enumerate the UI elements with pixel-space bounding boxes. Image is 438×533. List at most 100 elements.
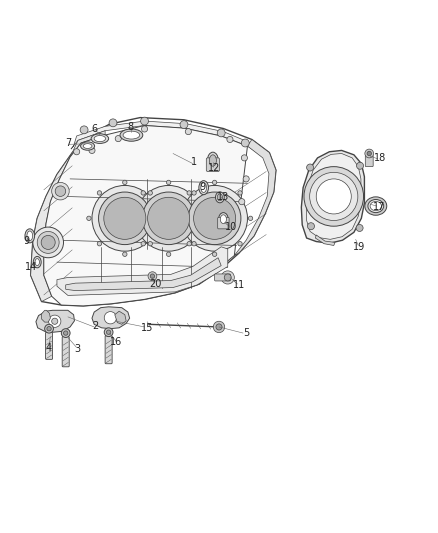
Circle shape bbox=[177, 216, 181, 221]
Circle shape bbox=[37, 231, 59, 253]
Text: 15: 15 bbox=[141, 323, 153, 333]
Circle shape bbox=[142, 192, 195, 245]
Circle shape bbox=[52, 318, 58, 324]
Circle shape bbox=[182, 185, 247, 251]
Circle shape bbox=[180, 120, 188, 128]
Circle shape bbox=[47, 327, 51, 331]
Circle shape bbox=[307, 223, 314, 230]
Polygon shape bbox=[42, 310, 50, 322]
Circle shape bbox=[248, 216, 253, 221]
Circle shape bbox=[89, 147, 95, 154]
Text: 7: 7 bbox=[65, 138, 71, 148]
Circle shape bbox=[356, 224, 363, 231]
Circle shape bbox=[136, 185, 201, 251]
Circle shape bbox=[185, 128, 191, 135]
Ellipse shape bbox=[209, 155, 216, 166]
Text: 5: 5 bbox=[243, 328, 249, 338]
Ellipse shape bbox=[217, 194, 223, 201]
Polygon shape bbox=[234, 140, 276, 255]
Text: 4: 4 bbox=[46, 343, 52, 352]
Circle shape bbox=[192, 191, 196, 195]
Circle shape bbox=[41, 236, 55, 249]
Circle shape bbox=[141, 117, 148, 125]
Circle shape bbox=[159, 216, 163, 221]
FancyBboxPatch shape bbox=[365, 155, 373, 167]
Ellipse shape bbox=[94, 135, 106, 142]
Ellipse shape bbox=[123, 131, 140, 139]
Circle shape bbox=[365, 149, 374, 158]
Circle shape bbox=[166, 252, 171, 256]
Ellipse shape bbox=[370, 201, 381, 211]
Text: 3: 3 bbox=[74, 344, 81, 354]
Text: 16: 16 bbox=[110, 337, 122, 347]
Ellipse shape bbox=[91, 134, 109, 143]
Text: 9: 9 bbox=[199, 182, 205, 192]
Circle shape bbox=[141, 241, 145, 246]
Circle shape bbox=[229, 222, 235, 228]
Circle shape bbox=[45, 324, 53, 333]
Circle shape bbox=[123, 180, 127, 184]
Text: 18: 18 bbox=[374, 153, 386, 163]
Ellipse shape bbox=[27, 231, 32, 241]
Circle shape bbox=[131, 216, 135, 221]
Polygon shape bbox=[315, 235, 335, 246]
Polygon shape bbox=[306, 154, 361, 239]
Circle shape bbox=[310, 172, 358, 221]
Circle shape bbox=[55, 186, 66, 197]
Text: 20: 20 bbox=[149, 279, 162, 289]
Circle shape bbox=[187, 191, 191, 195]
Ellipse shape bbox=[208, 152, 218, 169]
Circle shape bbox=[99, 192, 151, 245]
Circle shape bbox=[104, 312, 117, 324]
Circle shape bbox=[241, 139, 249, 147]
Text: 19: 19 bbox=[353, 242, 365, 252]
Circle shape bbox=[106, 330, 111, 334]
Text: 9: 9 bbox=[23, 236, 29, 246]
Circle shape bbox=[166, 180, 171, 184]
Circle shape bbox=[212, 252, 217, 256]
Circle shape bbox=[238, 241, 242, 246]
Text: 14: 14 bbox=[25, 262, 38, 272]
Ellipse shape bbox=[33, 256, 41, 268]
Circle shape bbox=[224, 274, 231, 281]
Text: 10: 10 bbox=[225, 222, 237, 232]
FancyBboxPatch shape bbox=[206, 158, 219, 172]
Polygon shape bbox=[71, 121, 267, 158]
Polygon shape bbox=[115, 311, 126, 324]
Ellipse shape bbox=[83, 143, 92, 149]
Circle shape bbox=[141, 126, 148, 132]
Ellipse shape bbox=[368, 199, 384, 213]
Polygon shape bbox=[31, 118, 276, 306]
Circle shape bbox=[148, 191, 152, 195]
Circle shape bbox=[221, 271, 234, 284]
Ellipse shape bbox=[120, 129, 143, 141]
Circle shape bbox=[307, 164, 314, 171]
Circle shape bbox=[87, 216, 91, 221]
Circle shape bbox=[367, 151, 371, 156]
FancyBboxPatch shape bbox=[46, 332, 53, 359]
Circle shape bbox=[148, 272, 157, 280]
Circle shape bbox=[357, 162, 364, 169]
Circle shape bbox=[238, 191, 242, 195]
Circle shape bbox=[148, 241, 152, 246]
Circle shape bbox=[188, 192, 241, 245]
Circle shape bbox=[95, 133, 102, 139]
Circle shape bbox=[316, 179, 351, 214]
Circle shape bbox=[304, 167, 364, 226]
Circle shape bbox=[104, 328, 113, 336]
Ellipse shape bbox=[25, 229, 35, 243]
Circle shape bbox=[217, 129, 225, 137]
Circle shape bbox=[97, 241, 102, 246]
Text: 17: 17 bbox=[373, 202, 385, 212]
Polygon shape bbox=[44, 125, 247, 306]
Circle shape bbox=[212, 180, 217, 184]
Circle shape bbox=[74, 149, 80, 155]
Polygon shape bbox=[92, 307, 130, 329]
Circle shape bbox=[194, 197, 236, 239]
Ellipse shape bbox=[199, 181, 208, 195]
Circle shape bbox=[64, 331, 68, 335]
Circle shape bbox=[239, 199, 245, 205]
Circle shape bbox=[192, 241, 196, 246]
Circle shape bbox=[104, 197, 146, 239]
FancyBboxPatch shape bbox=[105, 336, 112, 364]
